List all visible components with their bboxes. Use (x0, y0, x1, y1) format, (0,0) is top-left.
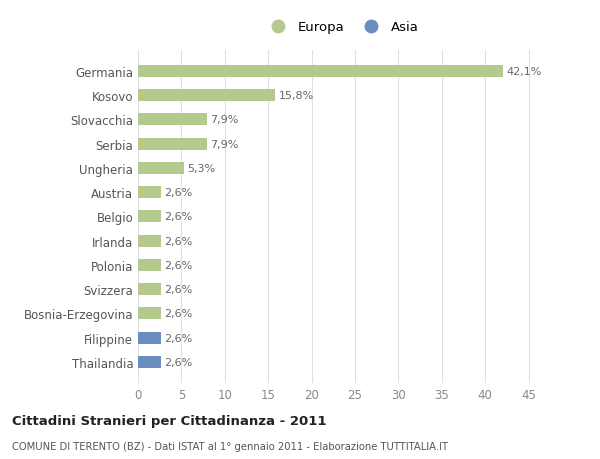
Text: COMUNE DI TERENTO (BZ) - Dati ISTAT al 1° gennaio 2011 - Elaborazione TUTTITALIA: COMUNE DI TERENTO (BZ) - Dati ISTAT al 1… (12, 441, 448, 451)
Text: 7,9%: 7,9% (210, 139, 238, 149)
Text: 5,3%: 5,3% (187, 163, 215, 174)
Text: 2,6%: 2,6% (164, 285, 192, 295)
Bar (138, 211, 161, 223)
Text: 42,1%: 42,1% (507, 67, 542, 77)
Bar (138, 308, 161, 320)
Bar (138, 138, 206, 150)
Text: 15,8%: 15,8% (278, 91, 314, 101)
Text: 2,6%: 2,6% (164, 212, 192, 222)
Text: 2,6%: 2,6% (164, 357, 192, 367)
Text: 7,9%: 7,9% (210, 115, 238, 125)
Bar (138, 90, 275, 102)
Text: Cittadini Stranieri per Cittadinanza - 2011: Cittadini Stranieri per Cittadinanza - 2… (12, 414, 326, 428)
Text: 2,6%: 2,6% (164, 188, 192, 198)
Bar (138, 332, 161, 344)
Bar (138, 66, 503, 78)
Bar (138, 283, 161, 296)
Bar (138, 235, 161, 247)
Legend: Europa, Asia: Europa, Asia (261, 17, 423, 38)
Bar (138, 162, 184, 174)
Text: 2,6%: 2,6% (164, 333, 192, 343)
Text: 2,6%: 2,6% (164, 260, 192, 270)
Text: 2,6%: 2,6% (164, 236, 192, 246)
Bar (138, 356, 161, 368)
Bar (138, 114, 206, 126)
Bar (138, 187, 161, 199)
Bar (138, 259, 161, 271)
Text: 2,6%: 2,6% (164, 309, 192, 319)
